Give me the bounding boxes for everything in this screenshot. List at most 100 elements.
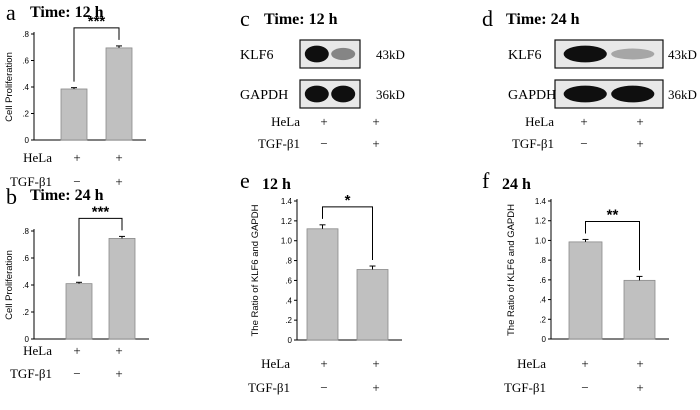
- blot-band-c-gapdh-1: [304, 85, 329, 103]
- y-tick-label-f: 1.0: [535, 236, 547, 245]
- condition-sign-d: +: [636, 136, 643, 151]
- y-tick-label-b: .6: [22, 254, 29, 263]
- condition-label-d: HeLa: [525, 114, 554, 129]
- significance-marker-f: **: [607, 206, 619, 223]
- y-tick-label-e: .4: [285, 296, 292, 305]
- significance-bracket-e: [322, 206, 373, 261]
- bar-b-1: [65, 283, 93, 340]
- panel-letter-a: a: [6, 0, 16, 25]
- blot-band-d-gapdh-1: [563, 85, 607, 103]
- significance-marker-a: ***: [88, 13, 106, 30]
- bar-a-1: [60, 88, 88, 141]
- condition-label-e: TGF-β1: [248, 380, 290, 395]
- panel-title-f: 24 h: [502, 176, 531, 193]
- bar-b-2: [108, 238, 136, 340]
- y-tick-label-f: 1.4: [535, 197, 547, 206]
- bar-f-1: [568, 241, 603, 340]
- panel-letter-b: b: [6, 184, 17, 209]
- condition-sign-d: +: [636, 114, 643, 129]
- condition-sign-b: −: [73, 366, 80, 381]
- y-tick-label-f: 1.2: [535, 217, 547, 226]
- significance-marker-b: ***: [92, 203, 110, 220]
- condition-label-b: TGF-β1: [10, 366, 52, 381]
- y-tick-label-f: .8: [539, 256, 546, 265]
- y-tick-label-e: 1.4: [281, 197, 293, 206]
- y-tick-label-f: 0: [542, 335, 547, 344]
- protein-label-d: KLF6: [508, 48, 541, 63]
- condition-sign-d: −: [580, 136, 587, 151]
- panel-title-a: Time: 12 h: [30, 4, 104, 21]
- condition-sign-b: +: [115, 343, 122, 358]
- panel-letter-c: c: [240, 6, 250, 31]
- condition-sign-f: −: [581, 380, 588, 395]
- y-axis-label-e: The Ratio of KLF6 and GAPDH: [250, 204, 261, 336]
- bar-e-1: [306, 228, 339, 341]
- y-axis-label-b: Cell Proliferation: [4, 250, 15, 320]
- significance-bracket-b: [78, 217, 123, 277]
- condition-sign-d: +: [580, 114, 587, 129]
- blot-band-d-gapdh-2: [611, 85, 655, 103]
- y-tick-label-e: 1.2: [281, 217, 293, 226]
- panel-title-b: Time: 24 h: [30, 187, 104, 204]
- bar-f-2: [623, 279, 656, 340]
- condition-sign-f: +: [581, 356, 588, 371]
- condition-label-f: HeLa: [517, 356, 546, 371]
- condition-label-f: TGF-β1: [504, 380, 546, 395]
- condition-sign-f: +: [636, 380, 643, 395]
- mw-label-c: 36kD: [376, 87, 405, 102]
- condition-sign-c: −: [320, 136, 327, 151]
- y-tick-label-b: .4: [22, 281, 29, 290]
- y-axis-label-a: Cell Proliferation: [4, 52, 15, 122]
- y-tick-label-b: .2: [22, 308, 29, 317]
- mw-label-c: 43kD: [376, 47, 405, 62]
- panel-title-e: 12 h: [262, 176, 291, 193]
- protein-label-d: GAPDH: [508, 88, 556, 103]
- y-tick-label-e: 0: [288, 336, 293, 345]
- bar-a-2: [105, 47, 133, 141]
- protein-label-c: GAPDH: [240, 88, 288, 103]
- protein-label-c: KLF6: [240, 48, 273, 63]
- significance-marker-e: *: [345, 192, 351, 209]
- y-tick-label-e: 1.0: [281, 237, 293, 246]
- condition-sign-a: +: [115, 150, 122, 165]
- condition-sign-a: +: [73, 150, 80, 165]
- condition-sign-b: +: [115, 366, 122, 381]
- significance-bracket-a: [73, 27, 120, 82]
- y-tick-label-a: .6: [22, 57, 29, 66]
- condition-label-d: TGF-β1: [512, 136, 554, 151]
- condition-label-a: HeLa: [23, 150, 52, 165]
- panel-letter-e: e: [240, 168, 250, 193]
- y-tick-label-e: .6: [285, 276, 292, 285]
- condition-sign-c: +: [372, 136, 379, 151]
- y-tick-label-a: .8: [22, 30, 29, 39]
- condition-sign-c: +: [320, 114, 327, 129]
- blot-band-c-gapdh-2: [331, 85, 356, 103]
- significance-bracket-f: [585, 220, 640, 271]
- mw-label-d: 36kD: [668, 87, 697, 102]
- panel-title-c: Time: 12 h: [264, 11, 338, 28]
- y-tick-label-e: .2: [285, 316, 292, 325]
- y-tick-label-f: .2: [539, 315, 546, 324]
- bar-e-2: [356, 269, 389, 341]
- y-tick-label-f: .4: [539, 296, 546, 305]
- condition-label-b: HeLa: [23, 343, 52, 358]
- blot-band-c-klf6-2: [331, 47, 356, 61]
- panel-letter-d: d: [482, 6, 493, 31]
- y-tick-label-b: .8: [22, 227, 29, 236]
- condition-sign-a: −: [73, 174, 80, 189]
- condition-label-c: TGF-β1: [258, 136, 300, 151]
- mw-label-d: 43kD: [668, 47, 697, 62]
- blot-band-c-klf6-1: [304, 45, 329, 63]
- condition-sign-b: +: [73, 343, 80, 358]
- panel-title-d: Time: 24 h: [506, 11, 580, 28]
- blot-band-d-klf6-2: [611, 48, 655, 60]
- panel-letter-f: f: [482, 168, 490, 193]
- blot-band-d-klf6-1: [563, 45, 607, 63]
- condition-sign-e: +: [320, 356, 327, 371]
- condition-label-e: HeLa: [261, 356, 290, 371]
- condition-sign-c: +: [372, 114, 379, 129]
- condition-label-a: TGF-β1: [10, 174, 52, 189]
- condition-sign-a: +: [115, 174, 122, 189]
- condition-sign-e: +: [372, 380, 379, 395]
